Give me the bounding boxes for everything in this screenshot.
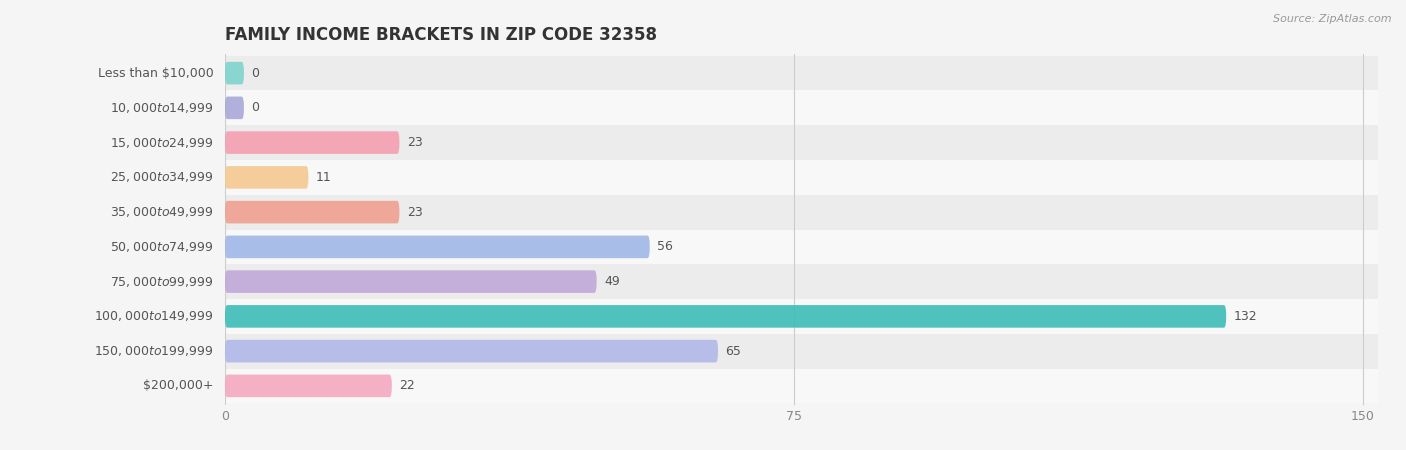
FancyBboxPatch shape: [225, 374, 392, 397]
FancyBboxPatch shape: [225, 340, 718, 362]
Bar: [225, 160, 1378, 195]
Text: 132: 132: [1233, 310, 1257, 323]
Text: 49: 49: [605, 275, 620, 288]
FancyBboxPatch shape: [225, 236, 650, 258]
FancyBboxPatch shape: [225, 305, 1226, 328]
Bar: [225, 125, 1378, 160]
Text: 11: 11: [316, 171, 332, 184]
Text: 23: 23: [406, 136, 423, 149]
Bar: [225, 299, 1378, 334]
Text: $35,000 to $49,999: $35,000 to $49,999: [110, 205, 214, 219]
Text: $100,000 to $149,999: $100,000 to $149,999: [94, 310, 214, 324]
Bar: [225, 230, 1378, 264]
Bar: [225, 369, 1378, 403]
Text: 65: 65: [725, 345, 741, 358]
Text: $25,000 to $34,999: $25,000 to $34,999: [110, 171, 214, 184]
FancyBboxPatch shape: [225, 62, 243, 85]
FancyBboxPatch shape: [225, 201, 399, 223]
Bar: [225, 56, 1378, 90]
Text: Source: ZipAtlas.com: Source: ZipAtlas.com: [1274, 14, 1392, 23]
FancyBboxPatch shape: [225, 131, 399, 154]
FancyBboxPatch shape: [225, 97, 243, 119]
Bar: [225, 195, 1378, 230]
Text: 0: 0: [252, 101, 260, 114]
Text: FAMILY INCOME BRACKETS IN ZIP CODE 32358: FAMILY INCOME BRACKETS IN ZIP CODE 32358: [225, 26, 657, 44]
Text: $75,000 to $99,999: $75,000 to $99,999: [110, 274, 214, 288]
Text: Less than $10,000: Less than $10,000: [98, 67, 214, 80]
Text: 22: 22: [399, 379, 415, 392]
Text: $200,000+: $200,000+: [143, 379, 214, 392]
Text: $150,000 to $199,999: $150,000 to $199,999: [94, 344, 214, 358]
Text: $50,000 to $74,999: $50,000 to $74,999: [110, 240, 214, 254]
FancyBboxPatch shape: [225, 166, 308, 189]
Bar: [225, 264, 1378, 299]
Bar: [225, 90, 1378, 125]
Text: $10,000 to $14,999: $10,000 to $14,999: [110, 101, 214, 115]
Bar: [225, 334, 1378, 369]
Text: 56: 56: [657, 240, 673, 253]
Text: 23: 23: [406, 206, 423, 219]
FancyBboxPatch shape: [225, 270, 596, 293]
Text: $15,000 to $24,999: $15,000 to $24,999: [110, 135, 214, 149]
Text: 0: 0: [252, 67, 260, 80]
